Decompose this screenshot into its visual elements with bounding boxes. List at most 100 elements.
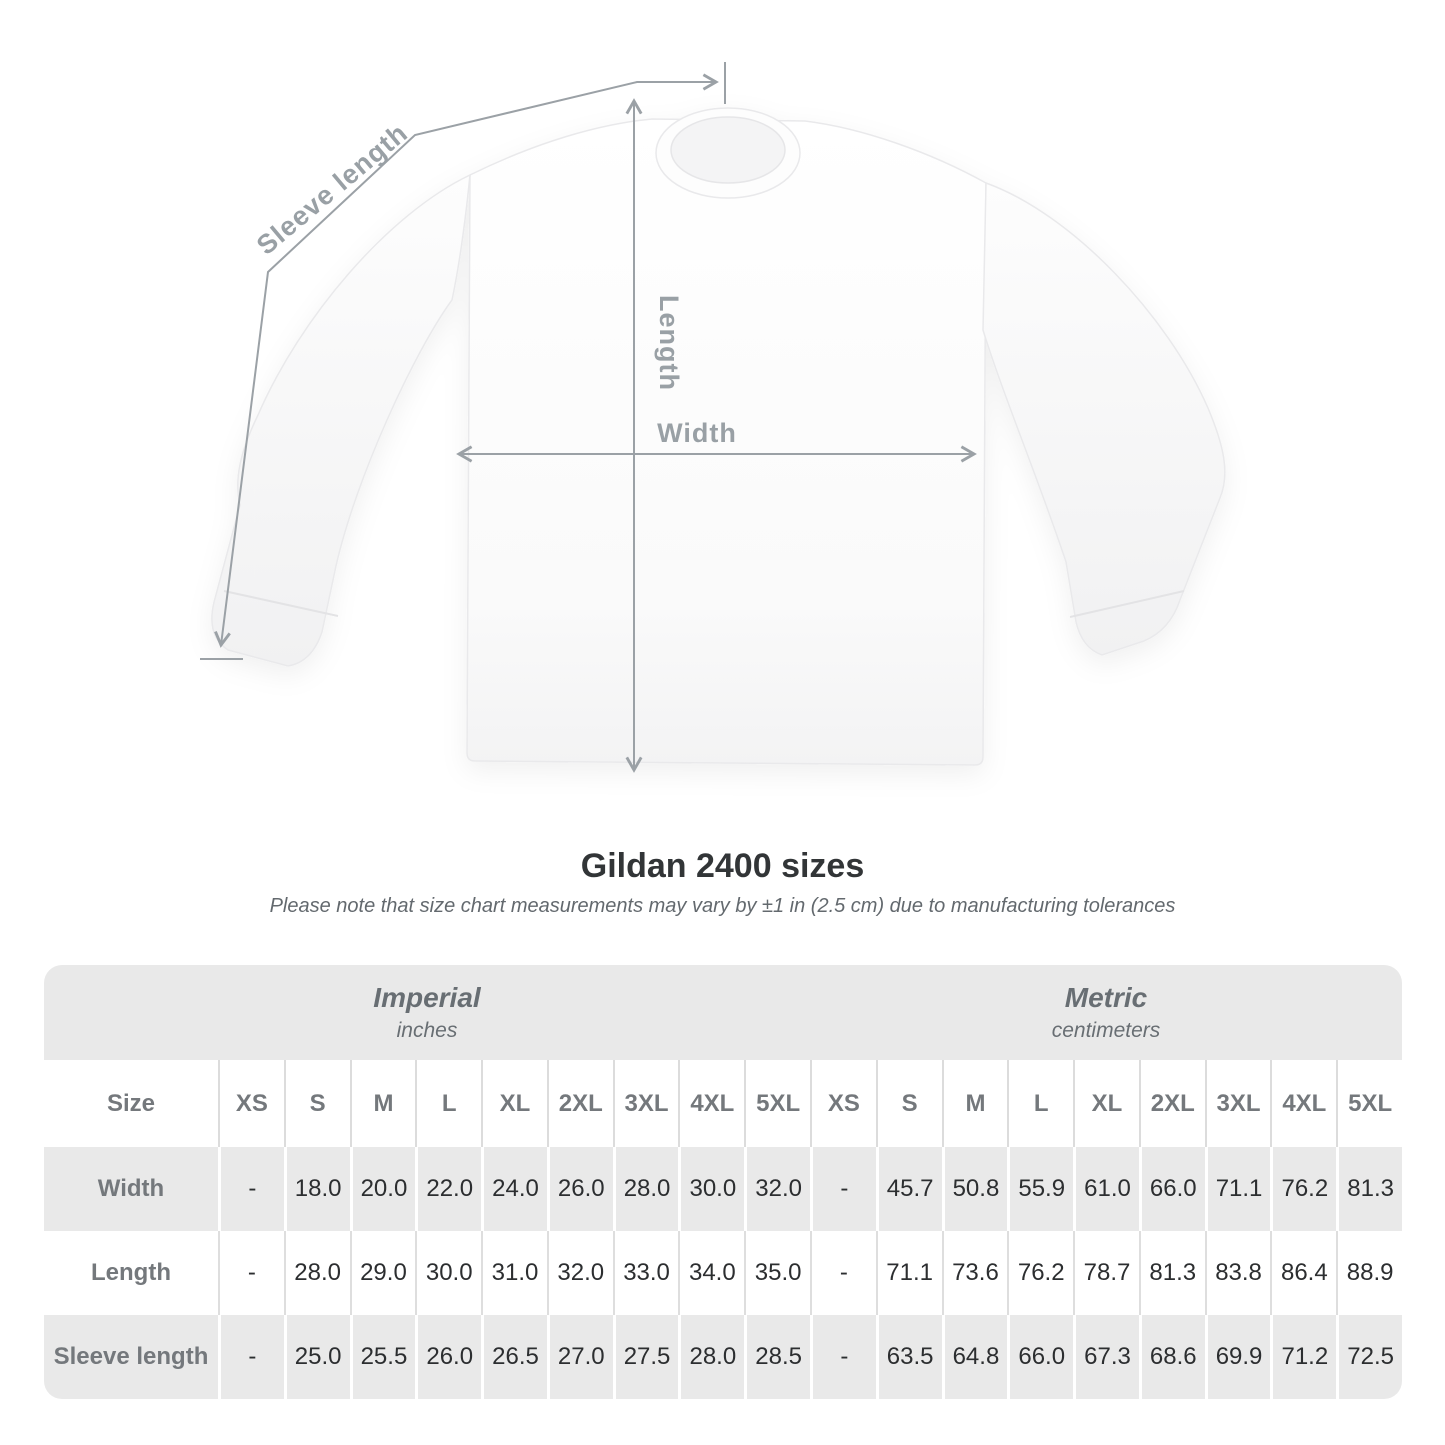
size-col-header: 3XL <box>612 1060 679 1147</box>
measurement-cell: 45.7 <box>875 1147 942 1231</box>
measurement-cell: 30.0 <box>415 1231 482 1315</box>
measurement-cell: 73.6 <box>941 1231 1008 1315</box>
size-column-label: Size <box>44 1060 218 1147</box>
measurement-cell: - <box>218 1147 284 1231</box>
measurement-cell: - <box>810 1315 876 1399</box>
measurement-cell: 29.0 <box>349 1231 416 1315</box>
measurement-cell: 50.8 <box>941 1147 1008 1231</box>
size-col-header: 5XL <box>744 1060 810 1147</box>
measurement-cell: 32.0 <box>744 1147 810 1231</box>
measurement-cell: 32.0 <box>546 1231 613 1315</box>
measurement-cell: 64.8 <box>941 1315 1008 1399</box>
measurement-cell: 68.6 <box>1138 1315 1205 1399</box>
measurement-cell: 18.0 <box>283 1147 350 1231</box>
size-table: Imperial inches Metric centimeters Size … <box>44 965 1402 1399</box>
size-col-header: 5XL <box>1336 1060 1402 1147</box>
size-col-header: 4XL <box>1270 1060 1337 1147</box>
size-col-header: S <box>283 1060 350 1147</box>
measurement-cell: 28.5 <box>744 1315 810 1399</box>
shirt-left-sleeve <box>211 173 471 667</box>
size-header-row: Size XS S M L XL 2XL 3XL 4XL 5XL XS S M L XL 2XL 3XL 4XL… <box>44 1060 1402 1147</box>
measurement-cell: - <box>218 1231 284 1315</box>
table-row: Length -28.0 29.0 30.0 31.0 32.0 33.0 34.0 35.0-… <box>44 1231 1402 1315</box>
table-row: Width -18.0 20.0 22.0 24.0 26.0 28.0 30.0 32.0-4… <box>44 1147 1402 1231</box>
measurement-cell: 30.0 <box>678 1147 745 1231</box>
size-col-header: XS <box>218 1060 284 1147</box>
row-label: Length <box>44 1231 218 1315</box>
size-col-header: L <box>415 1060 482 1147</box>
measurement-cell: 69.9 <box>1204 1315 1271 1399</box>
size-col-header: XL <box>481 1060 547 1147</box>
measurement-cell: 72.5 <box>1336 1315 1402 1399</box>
measurement-cell: 83.8 <box>1204 1231 1271 1315</box>
measurement-cell: 86.4 <box>1270 1231 1337 1315</box>
measurement-cell: 27.5 <box>612 1315 679 1399</box>
measurement-cell: 34.0 <box>678 1231 745 1315</box>
sleeve-length-line <box>214 73 719 648</box>
measurement-cell: 55.9 <box>1007 1147 1074 1231</box>
right-cuff-seam <box>1069 590 1185 618</box>
page-title: Gildan 2400 sizes <box>580 847 865 885</box>
length-label: Length <box>654 295 684 391</box>
measurement-cell: 28.0 <box>283 1231 350 1315</box>
table-body: Width -18.0 20.0 22.0 24.0 26.0 28.0 30.0 32.0-4… <box>44 1147 1402 1399</box>
measurement-cell: 88.9 <box>1336 1231 1402 1315</box>
size-col-header: 4XL <box>678 1060 745 1147</box>
size-col-header: XL <box>1073 1060 1139 1147</box>
imperial-label: Imperial <box>373 982 481 1013</box>
measurement-cell: 78.7 <box>1073 1231 1139 1315</box>
measurement-cell: 25.5 <box>349 1315 416 1399</box>
measurement-cell: 66.0 <box>1007 1315 1074 1399</box>
size-col-header: S <box>875 1060 942 1147</box>
tolerance-note: Please note that size chart measurements… <box>269 895 1176 917</box>
measurement-lines <box>200 62 977 773</box>
width-label: Width <box>657 418 737 448</box>
measurement-cell: 81.3 <box>1336 1147 1402 1231</box>
size-col-header: 2XL <box>1138 1060 1205 1147</box>
measurement-cell: 35.0 <box>744 1231 810 1315</box>
measurement-cell: 22.0 <box>415 1147 482 1231</box>
table-row: Sleeve length -25.0 25.5 26.0 26.5 27.0 27.5 28… <box>44 1315 1402 1399</box>
shirt-right-sleeve <box>982 181 1226 656</box>
measurement-cell: 61.0 <box>1073 1147 1139 1231</box>
measurement-cell: 71.1 <box>1204 1147 1271 1231</box>
measurement-cell: - <box>810 1147 876 1231</box>
size-col-header: XS <box>810 1060 876 1147</box>
measurement-cell: 71.2 <box>1270 1315 1337 1399</box>
measurement-cell: - <box>218 1315 284 1399</box>
measurement-cell: 76.2 <box>1007 1231 1074 1315</box>
size-col-header: 3XL <box>1204 1060 1271 1147</box>
row-label: Sleeve length <box>44 1315 218 1399</box>
shirt-collar-inner <box>670 116 786 184</box>
measurement-cell: 26.5 <box>481 1315 547 1399</box>
metric-header: Metric centimeters <box>810 965 1402 1060</box>
measurement-cell: 26.0 <box>415 1315 482 1399</box>
size-col-header: M <box>941 1060 1008 1147</box>
measurement-cell: 33.0 <box>612 1231 679 1315</box>
measurement-cell: 71.1 <box>875 1231 942 1315</box>
size-col-header: 2XL <box>546 1060 613 1147</box>
size-col-header: M <box>349 1060 416 1147</box>
measurement-cell: 66.0 <box>1138 1147 1205 1231</box>
imperial-header: Imperial inches <box>44 965 810 1060</box>
measurement-cell: 67.3 <box>1073 1315 1139 1399</box>
shirt-measurement-diagram: Sleeve length Length Width <box>200 62 1226 773</box>
measurement-cell: 28.0 <box>678 1315 745 1399</box>
measurement-cell: 63.5 <box>875 1315 942 1399</box>
measurement-cell: 76.2 <box>1270 1147 1337 1231</box>
measurement-cell: 81.3 <box>1138 1231 1205 1315</box>
title-block: Gildan 2400 sizes Please note that size … <box>0 846 1445 918</box>
metric-label: Metric <box>1064 982 1148 1013</box>
measurement-cell: 27.0 <box>546 1315 613 1399</box>
measurement-cell: 20.0 <box>349 1147 416 1231</box>
measurement-cell: 26.0 <box>546 1147 613 1231</box>
unit-header-band: Imperial inches Metric centimeters <box>44 965 1402 1060</box>
measurement-cell: 25.0 <box>283 1315 350 1399</box>
size-col-header: L <box>1007 1060 1074 1147</box>
imperial-unit: inches <box>396 1019 458 1042</box>
metric-unit: centimeters <box>1051 1019 1161 1042</box>
measurement-cell: 24.0 <box>481 1147 547 1231</box>
measurement-cell: - <box>810 1231 876 1315</box>
measurement-cell: 31.0 <box>481 1231 547 1315</box>
